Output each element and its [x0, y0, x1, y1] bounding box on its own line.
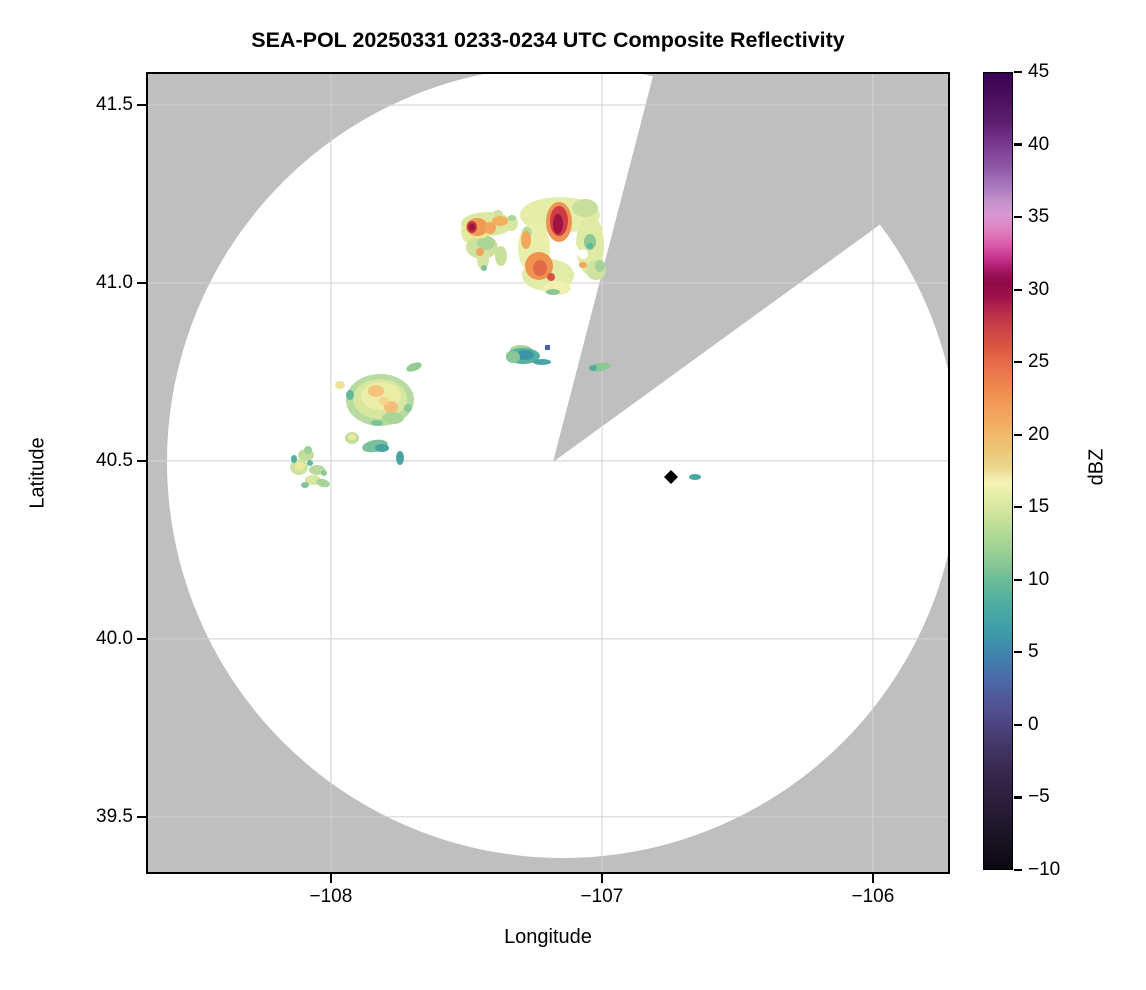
colorbar-tick-mark [1014, 361, 1022, 364]
echo-patch [295, 462, 305, 470]
x-tick-label: −106 [851, 886, 895, 907]
x-tick-label: −108 [309, 886, 353, 907]
echo-patch [309, 465, 325, 475]
x-axis-label: Longitude [504, 926, 592, 948]
blocked-sector-wedge [553, 74, 948, 462]
colorbar-tick-mark [1014, 578, 1022, 581]
plot-area [146, 72, 950, 874]
echo-patch [348, 434, 356, 440]
echo-patch [589, 365, 597, 371]
x-tick-label: −107 [580, 886, 624, 907]
chart-title: SEA-POL 20250331 0233-0234 UTC Composite… [251, 28, 845, 52]
echo-hole [555, 242, 579, 260]
colorbar-tick-mark [1014, 723, 1022, 726]
colorbar-label: dBZ [1085, 448, 1108, 486]
echo-patch [307, 460, 313, 466]
colorbar-tick-mark [1014, 215, 1022, 219]
y-axis-label: Latitude [26, 437, 49, 509]
echo-patch [316, 478, 330, 488]
echo-patch [587, 243, 593, 249]
echo-patch [477, 236, 495, 250]
echo-patch [508, 215, 516, 221]
colorbar-tick-mark [1014, 70, 1022, 74]
colorbar-tick-label: 30 [1028, 278, 1050, 300]
echo-patch [481, 265, 487, 271]
colorbar-tick-mark [1014, 143, 1022, 146]
colorbar-tick-mark [1014, 506, 1022, 509]
echo-patch [304, 446, 312, 454]
colorbar-tick-label: 45 [1028, 61, 1050, 82]
colorbar-tick-label: 5 [1028, 641, 1039, 663]
echo-patch [595, 260, 605, 272]
echo-patch [301, 482, 309, 488]
y-tick-label: 41.5 [96, 93, 133, 115]
echo-patch [335, 381, 345, 389]
colorbar-tick-label: 40 [1028, 133, 1050, 155]
colorbar-tick-label: −10 [1028, 859, 1061, 880]
colorbar-tick-label: 20 [1028, 423, 1050, 445]
colorbar-tick-label: 25 [1028, 351, 1050, 373]
colorbar-tick-mark [1014, 651, 1022, 654]
echo-patch [368, 385, 384, 397]
echo-patch [533, 260, 547, 276]
y-tick-mark [137, 281, 146, 285]
echo-patch [492, 216, 508, 226]
y-tick-mark [137, 815, 146, 819]
colorbar-tick-label: −5 [1028, 786, 1050, 808]
echo-patch [545, 345, 550, 350]
y-tick-mark [137, 103, 146, 107]
echo-patch [495, 246, 507, 266]
echo-patch [516, 350, 534, 360]
echo-patch [396, 451, 404, 465]
x-tick-mark [329, 874, 333, 883]
echo-patch [382, 412, 404, 424]
echo-patch [346, 390, 354, 400]
site-marker-diamond [664, 470, 678, 484]
echo-patch [547, 273, 555, 281]
echo-patch [506, 351, 520, 363]
echo-patch [291, 455, 297, 463]
echo-patch [404, 404, 412, 412]
colorbar-tick-label: 10 [1028, 568, 1050, 590]
colorbar-tick-label: 0 [1028, 713, 1039, 735]
y-tick-mark [137, 637, 146, 641]
echo-patch [579, 262, 587, 268]
echo-patch [476, 248, 484, 256]
y-tick-label: 41.0 [96, 271, 133, 293]
echo-patch [375, 444, 389, 452]
y-tick-label: 39.5 [96, 805, 133, 827]
echo-patch [572, 199, 598, 217]
y-tick-mark [137, 459, 146, 463]
echo-patch [546, 289, 560, 295]
colorbar-tick-label: 35 [1028, 206, 1050, 228]
echo-patch [521, 231, 531, 249]
echo-patch [379, 397, 389, 405]
colorbar-tick-mark [1014, 868, 1022, 872]
x-tick-mark [871, 874, 875, 883]
echo-patch [321, 470, 327, 476]
echo-patch [553, 214, 563, 234]
echo-patch [484, 222, 496, 234]
echo-hole [578, 249, 588, 259]
echo-patch [371, 420, 383, 426]
echo-patch [384, 401, 398, 413]
colorbar-tick-mark [1014, 433, 1022, 436]
echo-patch [689, 474, 701, 480]
y-tick-label: 40.0 [96, 627, 133, 649]
echo-patch [406, 362, 422, 372]
x-tick-mark [600, 874, 604, 883]
radar-map-svg [148, 74, 948, 872]
colorbar-tick-label: 15 [1028, 496, 1050, 518]
echo-patch [493, 210, 503, 218]
colorbar-tick-mark [1014, 288, 1022, 291]
echo-patch [469, 223, 475, 231]
y-tick-label: 40.5 [96, 449, 133, 471]
colorbar [983, 72, 1013, 870]
echo-patch [533, 359, 551, 365]
colorbar-tick-mark [1014, 796, 1022, 799]
